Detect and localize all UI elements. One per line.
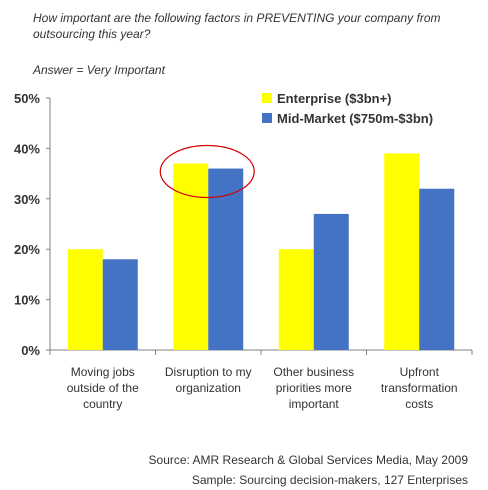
- x-category-label-line: priorities more: [275, 381, 352, 395]
- bar-mid-market: [313, 213, 349, 350]
- y-tick-label: 30%: [14, 192, 40, 207]
- x-category-label-line: organization: [175, 381, 241, 395]
- bar-mid-market: [419, 188, 455, 350]
- x-category-label-line: Moving jobs: [70, 365, 135, 379]
- bar-mid-market: [102, 259, 138, 350]
- chart-title: How important are the following factors …: [33, 11, 441, 41]
- legend-label: Enterprise ($3bn+): [277, 91, 392, 106]
- y-tick-label: 10%: [14, 293, 40, 308]
- bar-enterprise: [173, 163, 209, 350]
- x-category-label-line: important: [288, 397, 339, 411]
- y-tick-label: 20%: [14, 242, 40, 257]
- x-category-label-line: country: [83, 397, 123, 411]
- bar-enterprise: [384, 153, 420, 350]
- y-tick-label: 50%: [14, 91, 40, 106]
- x-category-label-line: outside of the: [66, 381, 139, 395]
- x-category-label-line: Disruption to my: [164, 365, 252, 379]
- bar-mid-market: [208, 168, 244, 350]
- x-category-label: Disruption to my organization: [156, 364, 262, 396]
- x-category-label: Other business priorities more important: [261, 364, 367, 412]
- chart-subtitle: Answer = Very Important: [33, 63, 165, 77]
- legend-swatch: [262, 93, 272, 103]
- source-note: Source: AMR Research & Global Services M…: [149, 450, 468, 490]
- x-category-label: Upfront transformation costs: [367, 364, 473, 412]
- x-category-label-line: costs: [405, 397, 434, 411]
- bar-enterprise: [278, 249, 314, 350]
- legend-swatch: [262, 113, 272, 123]
- annotation-ellipse: [159, 144, 255, 199]
- legend-label: Mid-Market ($750m-$3bn): [277, 111, 433, 126]
- y-tick-label: 0%: [21, 343, 40, 358]
- sample-text: Sample: Sourcing decision-makers, 127 En…: [191, 473, 468, 487]
- y-tick-label: 40%: [14, 141, 40, 156]
- source-text: Source: AMR Research & Global Services M…: [148, 453, 468, 467]
- bar-enterprise: [67, 249, 103, 350]
- x-category-label-line: Other business: [273, 365, 355, 379]
- x-category-label: Moving jobs outside of the country: [50, 364, 156, 412]
- x-category-label-line: transformation: [380, 381, 458, 395]
- x-category-label-line: Upfront: [399, 365, 439, 379]
